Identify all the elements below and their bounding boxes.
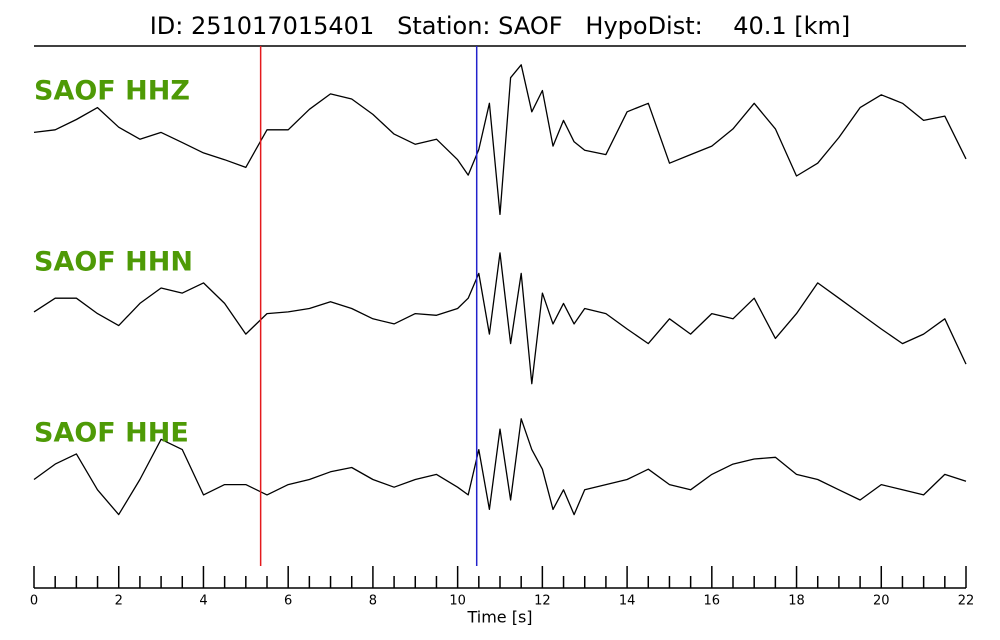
trace-label: SAOF HHZ bbox=[34, 76, 190, 107]
x-tick-label: 6 bbox=[284, 594, 292, 609]
x-axis-label: Time [s] bbox=[466, 608, 532, 627]
chart-title: ID: 251017015401 Station: SAOF HypoDist:… bbox=[150, 12, 851, 40]
x-tick-label: 16 bbox=[704, 594, 721, 609]
x-tick-label: 20 bbox=[873, 594, 890, 609]
trace-label: SAOF HHN bbox=[34, 247, 193, 278]
x-tick-label: 14 bbox=[619, 594, 636, 609]
x-tick-label: 10 bbox=[449, 594, 466, 609]
waveform bbox=[33, 252, 967, 385]
x-tick-label: 18 bbox=[788, 594, 805, 609]
waveform bbox=[33, 418, 967, 516]
x-tick-label: 22 bbox=[958, 594, 975, 609]
x-tick-label: 4 bbox=[199, 594, 207, 609]
x-tick-label: 2 bbox=[115, 594, 123, 609]
trace-label: SAOF HHE bbox=[34, 418, 189, 449]
x-tick-label: 8 bbox=[369, 594, 377, 609]
x-tick-label: 0 bbox=[30, 594, 38, 609]
waveform bbox=[33, 64, 967, 216]
x-tick-label: 12 bbox=[534, 594, 551, 609]
